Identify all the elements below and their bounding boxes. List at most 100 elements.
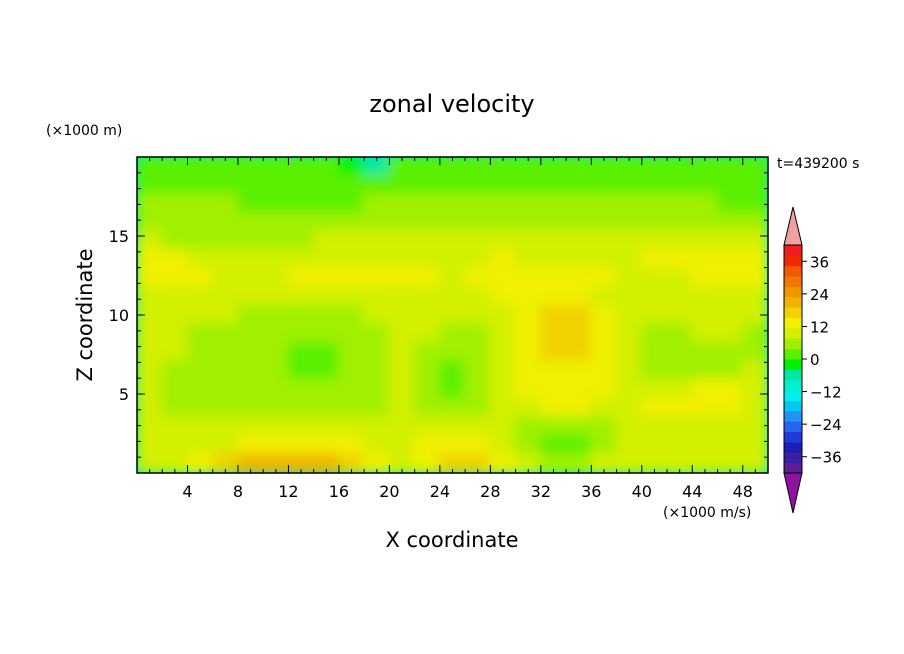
colorbar-level [784, 410, 802, 422]
field-cell [211, 434, 239, 456]
field-cell [287, 360, 315, 382]
field-cell [464, 416, 492, 437]
field-cell [590, 379, 618, 400]
field-cell [716, 323, 744, 344]
field-cell [691, 379, 719, 400]
field-cell [287, 323, 315, 344]
field-cell [438, 341, 467, 363]
field-cell [438, 174, 467, 196]
field-cell [489, 267, 517, 289]
field-cell [186, 248, 214, 270]
field-cell [565, 434, 593, 456]
field-cell [741, 248, 768, 270]
field-cell [716, 267, 744, 289]
field-cell [615, 323, 643, 344]
field-cell [287, 397, 315, 419]
field-cell [388, 157, 416, 177]
field-cell [287, 453, 315, 473]
colorbar-level [784, 255, 802, 267]
field-cell [211, 341, 239, 363]
field-cell [438, 267, 467, 289]
field-cell [312, 174, 340, 196]
field-cell [388, 341, 416, 363]
field-cell [741, 453, 768, 473]
field-cell [565, 286, 593, 307]
field-cell [741, 304, 768, 326]
field-cell [716, 360, 744, 382]
field-cell [590, 157, 618, 177]
x-tick-label: 44 [682, 482, 702, 501]
field-cell [514, 230, 542, 251]
colorbar-level [784, 379, 802, 391]
field-cell [514, 341, 542, 363]
x-axis-label: X coordinate [385, 528, 518, 552]
colorbar-tick-label: −12 [810, 384, 842, 402]
x-tick-label: 40 [632, 482, 652, 501]
field-cell [489, 193, 517, 214]
field-cell [388, 174, 416, 196]
field-cell [615, 397, 643, 419]
field-cell [716, 341, 744, 363]
x-tick-label: 36 [581, 482, 601, 501]
field-cell [262, 248, 290, 270]
field-cell [539, 248, 568, 270]
field-cell [161, 211, 189, 233]
field-cell [211, 193, 239, 214]
field-cell [741, 267, 768, 289]
field-cell [312, 286, 340, 307]
field-cell [666, 379, 694, 400]
field-cell [590, 248, 618, 270]
field-cell [236, 434, 265, 456]
colorbar-level [784, 359, 802, 370]
field-cell [464, 323, 492, 344]
field-cell [236, 157, 265, 177]
field-cell [137, 230, 164, 251]
field-cell [161, 193, 189, 214]
field-cell [287, 286, 315, 307]
colorbar-level [784, 348, 802, 360]
field-cell [615, 157, 643, 177]
field-cell [388, 193, 416, 214]
field-cell [161, 248, 189, 270]
field-cell [489, 341, 517, 363]
field-cell [539, 157, 568, 177]
field-cell [363, 304, 391, 326]
field-cell [312, 211, 340, 233]
field-cell [464, 453, 492, 473]
colorbar-over-arrow [783, 206, 803, 246]
field-cell [413, 434, 441, 456]
field-cell [211, 379, 239, 400]
field-cell [565, 397, 593, 419]
field-cell [262, 416, 290, 437]
colorbar-level [784, 462, 802, 474]
field-cell [691, 174, 719, 196]
field-cell [388, 397, 416, 419]
field-cell [691, 248, 719, 270]
field-cell [640, 360, 669, 382]
field-cell [514, 211, 542, 233]
field-cell [287, 341, 315, 363]
field-cell [262, 230, 290, 251]
x-tick-label: 8 [233, 482, 243, 501]
field-cell [640, 397, 669, 419]
field-cell [514, 453, 542, 473]
field-cell [565, 453, 593, 473]
colorbar: 36 24 12 0 −12 −24 −36 [783, 206, 842, 514]
field-cell [262, 379, 290, 400]
field-cell [413, 360, 441, 382]
field-cell [161, 304, 189, 326]
field-cell [640, 453, 669, 473]
x-tick-label: 28 [480, 482, 500, 501]
field-cell [388, 211, 416, 233]
field-cell [236, 379, 265, 400]
field-cell [438, 379, 467, 400]
field-cell [137, 379, 164, 400]
field-cell [615, 304, 643, 326]
field-cell [186, 434, 214, 456]
field-cell [615, 248, 643, 270]
colorbar-level [784, 369, 802, 381]
field-cell [262, 267, 290, 289]
field-cell [363, 286, 391, 307]
field-cell [337, 397, 366, 419]
field-cell [363, 267, 391, 289]
